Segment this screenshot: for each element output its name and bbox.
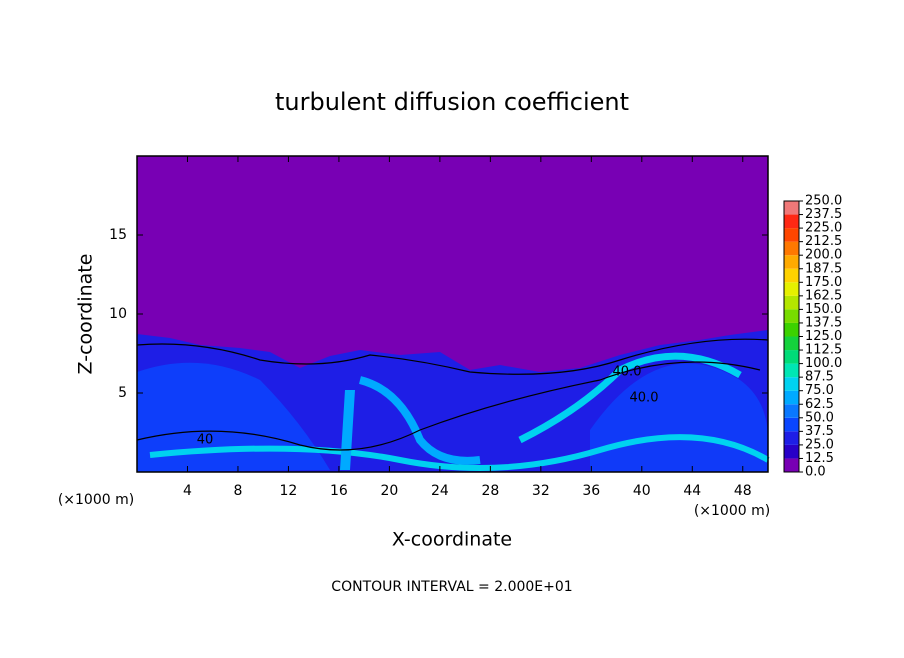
y-unit: (×1000 m) [58,492,134,508]
colorbar-label: 125.0 [805,329,842,344]
colorbar-label: 12.5 [805,451,834,466]
x-tick-label: 8 [233,483,242,499]
colorbar-segment [784,336,799,351]
field-streak [518,352,742,444]
colorbar-label: 100.0 [805,356,842,371]
colorbar-segment [784,404,799,418]
colorbar-label: 75.0 [805,383,834,398]
colorbar-label: 25.0 [805,437,834,452]
colorbar-segment [784,228,799,242]
colorbar-segment [784,390,799,405]
contour-line [136,361,761,451]
footer: CONTOUR INTERVAL = 2.000E+01 [331,579,572,595]
colorbar-label: 162.5 [805,288,842,303]
colorbar-label: 200.0 [805,248,842,263]
field [136,156,770,472]
colorbar-segment [784,363,799,378]
colorbar-label: 0.0 [805,465,826,480]
colorbar-segment [784,268,799,283]
colorbar-segment [784,377,799,391]
x-tick-label: 28 [481,483,499,499]
x-tick-label: 48 [734,483,752,499]
colorbar-segment [784,458,799,472]
colorbar-segment [784,309,799,323]
field-streak [358,376,481,465]
x-tick-label: 20 [380,483,398,499]
contour-label: 40 [197,433,214,448]
field-region [137,362,330,472]
colorbar-segment [784,431,799,445]
y-tick-label: 15 [109,227,127,243]
colorbar-segment [784,350,799,364]
colorbar-segment [784,282,799,296]
colorbar-segment [784,295,799,310]
colorbar-segment [784,201,799,215]
colorbar-label: 37.5 [805,424,834,439]
contour-line [136,338,769,375]
contour-label: 40.0 [630,391,659,406]
y-axis-label: Z-coordinate [75,254,97,375]
colorbar-segment [784,444,799,459]
colorbar-label: 112.5 [805,343,842,358]
colorbar-label: 62.5 [805,397,834,412]
x-unit: (×1000 m) [694,503,770,519]
x-axis-label: X-coordinate [392,529,512,551]
x-tick-label: 16 [330,483,348,499]
x-tick-label: 4 [183,483,192,499]
y-tick-label: 10 [109,306,127,322]
colorbar-label: 137.5 [805,315,842,330]
x-tick-label: 40 [633,483,651,499]
colorbar-segment [784,241,799,256]
contour-label: 40.0 [613,365,642,380]
colorbar-segment [784,214,799,229]
colorbar-segment [784,417,799,432]
chart-title: turbulent diffusion coefficient [275,88,629,116]
colorbar-segment [784,255,799,269]
colorbar-label: 150.0 [805,302,842,317]
x-tick-label: 44 [683,483,701,499]
x-tick-label: 12 [280,483,298,499]
colorbar-label: 250.0 [805,194,842,209]
x-tick-label: 24 [431,483,449,499]
colorbar-label: 212.5 [805,234,842,249]
y-tick-label: 5 [118,385,127,401]
colorbar-label: 225.0 [805,221,842,236]
x-tick-label: 36 [582,483,600,499]
colorbar-label: 175.0 [805,275,842,290]
x-tick-label: 32 [532,483,550,499]
colorbar-label: 50.0 [805,410,834,425]
colorbar-segment [784,322,799,337]
colorbar-label: 87.5 [805,370,834,385]
colorbar-label: 237.5 [805,207,842,222]
field-streak [149,434,770,471]
colorbar-label: 187.5 [805,261,842,276]
